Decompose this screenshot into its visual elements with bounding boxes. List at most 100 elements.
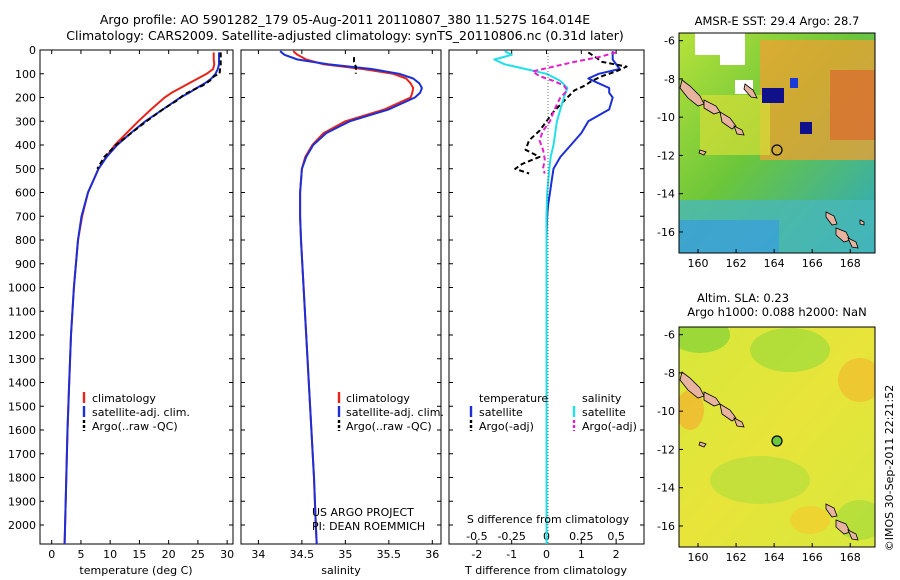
y-tick-label: 1900 <box>8 495 36 508</box>
map-y-tick-label: -8 <box>664 73 675 86</box>
sst-hot-patch <box>830 70 875 140</box>
series-line-argo-raw-qc- <box>353 57 357 74</box>
legend-label-s-satellite: satellite <box>582 406 626 419</box>
y-tick-label: 1100 <box>8 305 36 318</box>
argo-float-marker <box>771 435 783 447</box>
island-outlines <box>679 371 859 541</box>
map-y-tick-label: -10 <box>657 111 675 124</box>
y-tick-label: 2000 <box>8 519 36 532</box>
x-tick-label: 1 <box>578 548 585 561</box>
sla-high <box>790 506 830 534</box>
temperature-x-label: temperature (deg C) <box>79 564 192 577</box>
imos-credit: ©IMOS 30-Sep-2011 22:21:52 <box>883 385 896 551</box>
sla-map-subtitle: Argo h1000: 0.088 h2000: NaN <box>687 305 866 319</box>
map-y-tick-label: -8 <box>664 367 675 380</box>
y-tick-label: 1700 <box>8 448 36 461</box>
series-line-temperature-argo-adj- <box>514 51 628 175</box>
series-line-temperature-satellite <box>545 51 621 544</box>
temperature-legend: climatology satellite-adj. clim. Argo(..… <box>82 392 190 433</box>
legend-label-climatology: climatology <box>92 392 156 405</box>
sla-map-title: Altim. SLA: 0.23 <box>697 291 789 305</box>
sst-map <box>679 33 875 253</box>
x-tick-label: -1 <box>506 548 517 561</box>
sst-rain-cell <box>762 88 784 103</box>
project-name: US ARGO PROJECT <box>312 506 414 519</box>
legend-title-temperature: temperature <box>479 392 548 405</box>
sla-map-axes: 160 162 164 166 168 -6 -8 -10 -12 -14 -16 <box>657 329 861 564</box>
sla-map-frame <box>678 326 876 548</box>
sla-low <box>679 327 730 353</box>
map-y-tick-label: -14 <box>657 188 675 201</box>
legend-title-salinity: salinity <box>582 392 622 405</box>
x-tick-label: 35.5 <box>377 548 402 561</box>
map-y-tick-label: -10 <box>657 405 675 418</box>
series-line-salinity-satellite <box>493 50 569 544</box>
salinity-series <box>279 50 423 544</box>
t-difference-x-label: T difference from climatology <box>464 564 627 577</box>
x-tick-label: 34 <box>251 548 265 561</box>
sla-high <box>838 358 875 402</box>
sst-map-axes: 160 162 164 166 168 -6 -8 -10 -12 -14 -16 <box>657 35 861 270</box>
series-line-salinity-argo-adj- <box>531 51 617 174</box>
y-tick-label: 100 <box>15 68 36 81</box>
island-outlines <box>679 79 865 249</box>
series-line-satellite-adj-clim- <box>279 50 423 544</box>
s-x-tick-label: -0.25 <box>497 530 525 543</box>
legend-label-satellite: satellite-adj. clim. <box>92 406 190 419</box>
salinity-legend: climatology satellite-adj. clim. Argo(..… <box>337 392 444 433</box>
map-x-tick-label: 160 <box>688 257 709 270</box>
sla-low <box>710 456 810 504</box>
y-tick-label: 500 <box>15 163 36 176</box>
map-x-tick-label: 168 <box>840 257 861 270</box>
legend-label-climatology: climatology <box>346 392 410 405</box>
y-tick-label: 600 <box>15 187 36 200</box>
legend-label-argo: Argo(..raw -QC) <box>346 420 432 433</box>
map-x-tick-label: 166 <box>802 551 823 564</box>
temperature-series <box>63 52 222 544</box>
x-tick-label: 25 <box>191 548 205 561</box>
y-tick-label: 900 <box>15 258 36 271</box>
legend-label-argo: Argo(..raw -QC) <box>92 420 178 433</box>
series-line-satellite-adj-clim- <box>63 52 220 544</box>
sst-map-frame <box>678 32 876 254</box>
y-tick-label: 1800 <box>8 472 36 485</box>
salinity-x-label: salinity <box>321 564 361 577</box>
map-y-tick-label: -6 <box>664 35 675 48</box>
x-tick-label: 0 <box>543 548 550 561</box>
map-y-tick-label: -12 <box>657 443 675 456</box>
s-x-tick-label: -0.5 <box>466 530 487 543</box>
salinity-plot-frame <box>240 49 442 545</box>
argo-float-marker <box>771 144 783 156</box>
legend-label-t-satellite: satellite <box>479 406 523 419</box>
y-tick-label: 200 <box>15 92 36 105</box>
sla-map <box>679 327 875 547</box>
sst-missing-data <box>695 33 745 55</box>
series-line-argo-raw-qc- <box>96 52 222 170</box>
s-difference-x-label: S difference from climatology <box>467 513 630 526</box>
x-tick-label: 15 <box>132 548 146 561</box>
x-tick-label: 2 <box>613 548 620 561</box>
map-y-tick-label: -16 <box>657 520 675 533</box>
y-tick-label: 1000 <box>8 282 36 295</box>
figure-title: Argo profile: AO 5901282_179 05-Aug-2011… <box>100 12 590 27</box>
x-tick-label: 30 <box>220 548 234 561</box>
x-tick-label: 35 <box>338 548 352 561</box>
map-x-tick-label: 166 <box>802 257 823 270</box>
temperature-plot-frame <box>39 49 234 545</box>
x-tick-label: 36 <box>425 548 439 561</box>
sst-map-title: AMSR-E SST: 29.4 Argo: 28.7 <box>695 14 860 28</box>
temperature-axes: 0 5 10 15 20 25 300100200300400500600700800900… <box>8 44 234 561</box>
map-x-tick-label: 164 <box>764 257 785 270</box>
difference-legend: temperature salinity satellite Argo(-adj… <box>469 392 637 433</box>
map-y-tick-label: -14 <box>657 482 675 495</box>
sla-high <box>679 390 704 430</box>
map-x-tick-label: 162 <box>726 257 747 270</box>
map-y-tick-label: -12 <box>657 149 675 162</box>
s-x-tick-label: 0.25 <box>569 530 594 543</box>
x-tick-label: 20 <box>162 548 176 561</box>
s-x-tick-label: 0.5 <box>607 530 625 543</box>
map-x-tick-label: 164 <box>764 551 785 564</box>
y-tick-label: 400 <box>15 139 36 152</box>
y-tick-label: 0 <box>29 44 36 57</box>
